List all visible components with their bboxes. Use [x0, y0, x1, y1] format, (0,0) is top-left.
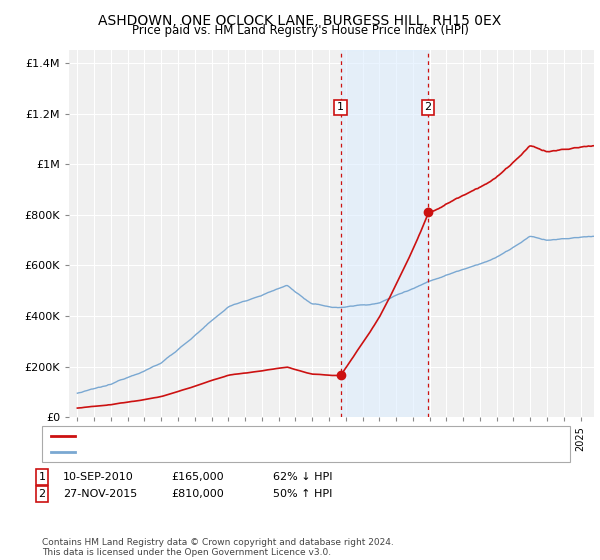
Text: 27-NOV-2015: 27-NOV-2015	[63, 489, 137, 499]
Text: Contains HM Land Registry data © Crown copyright and database right 2024.
This d: Contains HM Land Registry data © Crown c…	[42, 538, 394, 557]
Text: 2: 2	[425, 102, 431, 113]
Text: ASHDOWN, ONE OCLOCK LANE, BURGESS HILL, RH15 0EX: ASHDOWN, ONE OCLOCK LANE, BURGESS HILL, …	[98, 14, 502, 28]
Text: Price paid vs. HM Land Registry's House Price Index (HPI): Price paid vs. HM Land Registry's House …	[131, 24, 469, 37]
Text: ASHDOWN, ONE OCLOCK LANE, BURGESS HILL, RH15 0EX (detached house): ASHDOWN, ONE OCLOCK LANE, BURGESS HILL, …	[79, 431, 459, 441]
Text: 1: 1	[337, 102, 344, 113]
Text: 62% ↓ HPI: 62% ↓ HPI	[273, 472, 332, 482]
Text: 1: 1	[38, 472, 46, 482]
Text: £165,000: £165,000	[171, 472, 224, 482]
Text: 50% ↑ HPI: 50% ↑ HPI	[273, 489, 332, 499]
Bar	[341, 50, 428, 417]
Text: £810,000: £810,000	[171, 489, 224, 499]
Text: HPI: Average price, detached house, Mid Sussex: HPI: Average price, detached house, Mid …	[79, 447, 320, 457]
Text: 10-SEP-2010: 10-SEP-2010	[63, 472, 134, 482]
Text: 2: 2	[38, 489, 46, 499]
